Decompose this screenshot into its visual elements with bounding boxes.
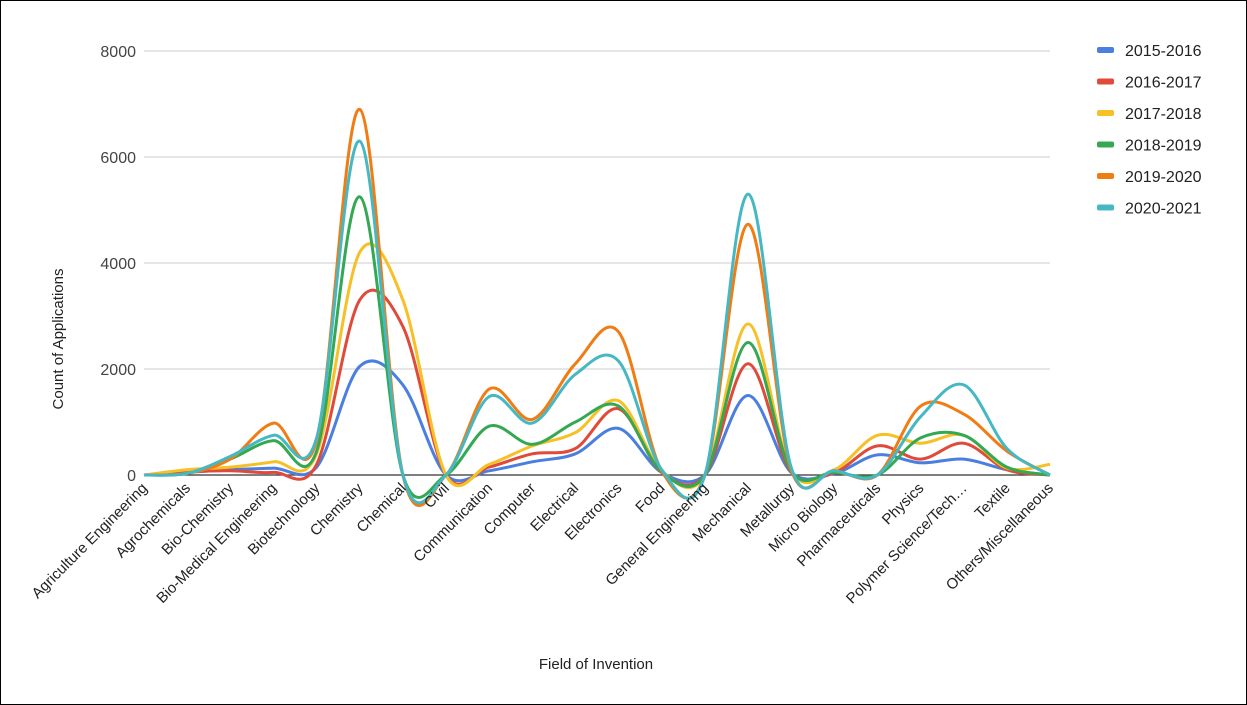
series-line-2015-2016 (143, 359, 1051, 484)
series-line-2017-2018 (143, 242, 1051, 490)
y-tick-labels: 0 2000 4000 6000 8000 (100, 44, 136, 485)
y-tick-label: 2000 (100, 362, 136, 379)
legend-label: 2016-2017 (1125, 75, 1202, 92)
legend-label: 2015-2016 (1125, 43, 1202, 60)
legend-swatch (1097, 141, 1114, 148)
x-axis-title: Field of Invention (539, 656, 653, 673)
legend-label: 2020-2021 (1125, 201, 1202, 218)
series-lines (143, 107, 1051, 507)
y-axis-title: Count of Applications (50, 269, 67, 410)
y-tick-label: 4000 (100, 256, 136, 273)
x-tick-label: Civil (421, 480, 453, 512)
y-tick-label: 6000 (100, 150, 136, 167)
x-tick-label: Textile (972, 480, 1014, 522)
series-line-2018-2019 (143, 195, 1051, 499)
series-line-2019-2020 (143, 107, 1051, 507)
x-tick-labels: Agriculture EngineeringAgrochemicalsBio-… (29, 479, 1057, 607)
gridlines (144, 50, 1050, 476)
legend-label: 2018-2019 (1125, 138, 1202, 155)
x-tick-label: Food (632, 480, 668, 516)
y-tick-label: 0 (127, 468, 136, 485)
legend: 2015-2016 2016-2017 2017-2018 2018-2019 2019… (1097, 43, 1202, 218)
legend-swatch (1097, 78, 1114, 85)
x-tick-label: Agrochemicals (112, 480, 194, 562)
legend-swatch (1097, 110, 1114, 116)
legend-swatch (1097, 204, 1114, 211)
legend-swatch (1097, 173, 1114, 179)
y-tick-label: 8000 (100, 44, 136, 61)
series-line-2020-2021 (143, 139, 1051, 505)
legend-swatch (1097, 47, 1114, 53)
legend-label: 2017-2018 (1125, 106, 1202, 123)
legend-label: 2019-2020 (1125, 169, 1202, 186)
series-line-2016-2017 (143, 288, 1051, 487)
